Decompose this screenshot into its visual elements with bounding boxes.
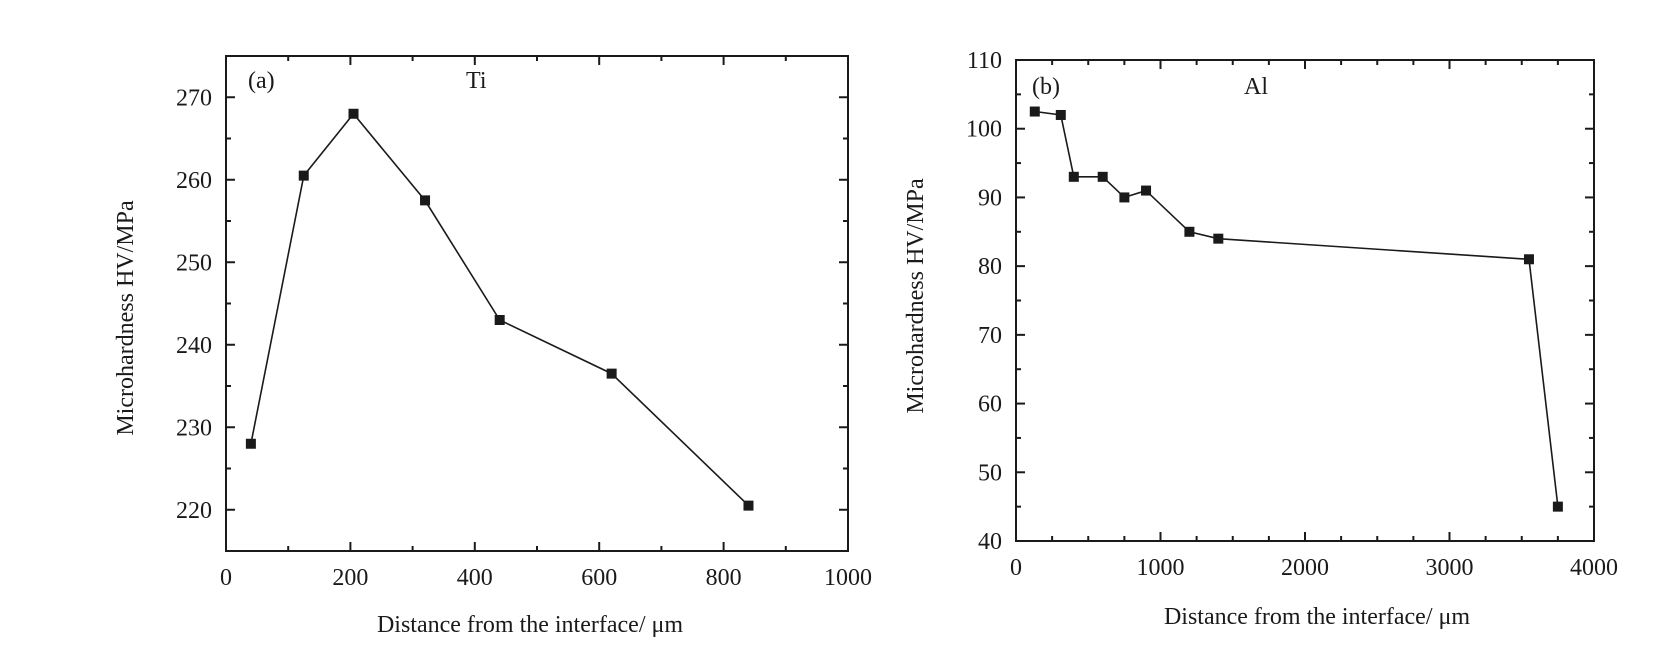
x-tick-label: 800	[706, 565, 742, 591]
series-line	[250, 112, 750, 507]
data-point-marker	[494, 315, 505, 325]
y-tick-label: 90	[978, 185, 1002, 211]
y-tick-label: 100	[966, 117, 1002, 143]
y-tick-label: 40	[978, 529, 1002, 555]
x-tick-label: 4000	[1570, 555, 1618, 581]
y-axis-label: Microhardness HV/MPa	[903, 178, 929, 414]
x-tick-label: 600	[581, 565, 617, 591]
data-point-marker	[1184, 226, 1195, 237]
x-axis-label: Distance from the interface/ μm	[1164, 604, 1470, 630]
y-tick-label: 220	[176, 498, 212, 524]
x-tick-labels: 0 200 400 600 800 1000	[220, 565, 872, 591]
x-tick-label: 400	[457, 565, 493, 591]
y-tick-label: 80	[978, 254, 1002, 280]
x-tick-label: 0	[220, 565, 232, 591]
y-tick-label: 60	[978, 392, 1002, 418]
data-series	[1029, 106, 1563, 512]
y-axis-label: Microhardness HV/MPa	[113, 200, 139, 436]
y-tick-label: 110	[967, 48, 1002, 74]
y-tick-label: 70	[978, 323, 1002, 349]
x-tick-label: 1000	[1137, 555, 1185, 581]
plot-frame	[1015, 59, 1595, 542]
x-tick-label: 0	[1010, 555, 1022, 581]
chart-panel-ti: 0 200 400 600 800 1000 220 230 240 250 260 270 (a)…	[113, 55, 872, 638]
data-point-marker	[420, 195, 431, 206]
x-tick-label: 3000	[1426, 555, 1474, 581]
data-point-marker	[1055, 109, 1066, 120]
axis-ticks	[1015, 59, 1595, 542]
y-tick-label: 250	[176, 250, 212, 276]
y-tick-label: 260	[176, 168, 212, 194]
plot-frame	[225, 55, 849, 552]
x-tick-label: 1000	[824, 565, 872, 591]
material-annotation: Al	[1244, 74, 1268, 100]
panel-label: (a)	[248, 68, 275, 94]
data-point-marker	[1552, 501, 1563, 512]
x-axis-label: Distance from the interface/ μm	[377, 612, 683, 638]
y-tick-label: 50	[978, 460, 1002, 486]
y-tick-labels: 40 50 60 70 80 90 100 110	[966, 48, 1002, 555]
material-annotation: Ti	[466, 68, 487, 94]
data-point-marker	[1141, 185, 1152, 196]
data-series	[245, 108, 754, 511]
data-point-marker	[1523, 254, 1534, 265]
data-point-marker	[348, 108, 359, 119]
panel-label: (b)	[1032, 74, 1060, 100]
y-tick-label: 270	[176, 85, 212, 111]
chart-panel-al: 0 1000 2000 3000 4000 40 50 60 70 80 90 100 110 (b)…	[903, 48, 1618, 630]
x-tick-label: 200	[332, 565, 368, 591]
data-point-marker	[1119, 192, 1130, 203]
y-tick-label: 240	[176, 333, 212, 359]
data-point-marker	[1068, 171, 1079, 182]
y-tick-labels: 220 230 240 250 260 270	[176, 85, 212, 524]
data-point-marker	[606, 368, 617, 379]
series-line	[1034, 110, 1559, 507]
x-tick-labels: 0 1000 2000 3000 4000	[1010, 555, 1618, 581]
data-point-marker	[743, 500, 754, 511]
data-point-marker	[245, 438, 256, 449]
axis-ticks	[225, 55, 849, 552]
data-point-marker	[1213, 233, 1224, 244]
y-tick-label: 230	[176, 415, 212, 441]
x-tick-label: 2000	[1281, 555, 1329, 581]
data-point-marker	[1097, 171, 1108, 182]
data-point-marker	[298, 170, 309, 181]
data-point-marker	[1029, 106, 1040, 117]
